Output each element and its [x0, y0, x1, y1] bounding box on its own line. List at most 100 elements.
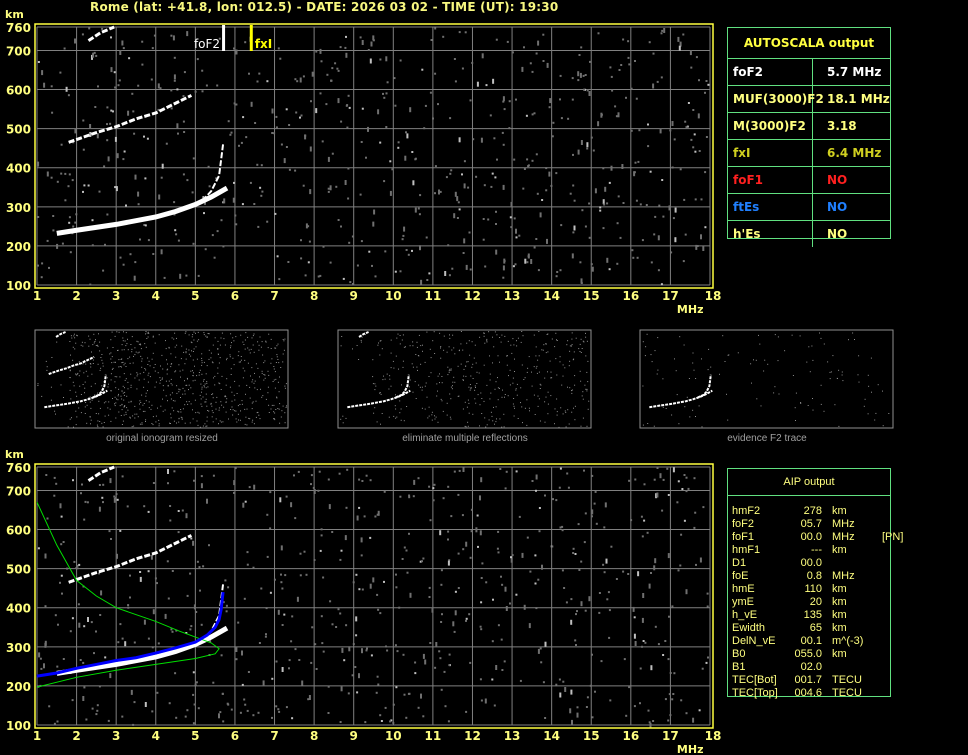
y-tick-label: 100 [6, 719, 31, 733]
noise-dot [659, 473, 662, 479]
noise-dot [416, 346, 418, 348]
noise-dot [571, 338, 573, 340]
noise-dot [85, 363, 87, 365]
noise-dot [230, 409, 232, 410]
noise-dot [500, 575, 502, 578]
noise-dot [633, 705, 636, 708]
noise-dot [453, 213, 456, 219]
noise-dot [275, 126, 278, 129]
noise-dot [236, 421, 238, 423]
noise-dot [145, 333, 146, 335]
noise-dot [170, 34, 173, 37]
noise-dot [591, 474, 594, 477]
noise-dot [90, 419, 92, 421]
noise-dot [573, 358, 575, 360]
aip-value: 004.6 [794, 687, 822, 699]
noise-dot [199, 589, 201, 592]
noise-dot [726, 393, 727, 395]
noise-dot [227, 120, 230, 123]
noise-dot [252, 714, 255, 717]
noise-dot [161, 377, 163, 379]
noise-dot [180, 397, 181, 398]
noise-dot [422, 350, 423, 352]
noise-dot [681, 488, 684, 490]
noise-dot [342, 415, 344, 417]
noise-dot [534, 554, 537, 557]
noise-dot [500, 638, 503, 641]
noise-dot [867, 413, 869, 415]
noise-dot [513, 415, 515, 417]
noise-dot [94, 383, 96, 385]
noise-dot [501, 583, 504, 586]
autoscala-output-panel: AUTOSCALA output foF2 5.7 MHz MUF(3000)F2 1… [727, 27, 891, 247]
noise-dot [284, 412, 286, 414]
noise-dot [600, 113, 603, 116]
noise-dot [182, 120, 185, 123]
noise-dot [383, 180, 386, 183]
aip-row: hmE 110 km [732, 583, 903, 596]
noise-dot [230, 708, 233, 711]
noise-dot [425, 382, 427, 384]
noise-dot [436, 383, 438, 385]
noise-dot [73, 333, 75, 335]
noise-dot [490, 185, 493, 188]
x-tick-label: 17 [662, 289, 679, 303]
noise-dot [141, 40, 144, 43]
noise-dot [339, 558, 342, 561]
noise-dot [311, 71, 314, 77]
noise-dot [107, 386, 109, 388]
noise-dot [276, 396, 278, 398]
noise-dot [137, 416, 139, 418]
noise-dot [657, 369, 659, 371]
noise-dot [308, 240, 311, 243]
noise-dot [483, 332, 485, 334]
noise-dot [86, 404, 88, 406]
noise-dot [395, 686, 398, 689]
noise-dot [180, 411, 182, 413]
noise-dot [64, 172, 67, 175]
noise-dot [478, 372, 480, 374]
noise-dot [582, 398, 584, 400]
noise-dot [133, 701, 136, 704]
noise-dot [462, 379, 464, 381]
noise-dot [122, 337, 124, 339]
noise-dot [426, 331, 428, 333]
noise-dot [493, 406, 494, 408]
noise-dot [526, 424, 528, 426]
noise-dot [531, 159, 534, 162]
noise-dot [171, 392, 173, 394]
noise-dot [118, 366, 120, 368]
noise-dot [234, 410, 236, 412]
noise-dot [74, 337, 76, 339]
noise-dot [465, 365, 466, 367]
noise-dot [484, 265, 487, 268]
noise-dot [682, 260, 685, 263]
noise-dot [78, 361, 80, 363]
y-tick-label: 700 [6, 484, 31, 498]
noise-dot [133, 275, 136, 281]
noise-dot [167, 384, 169, 386]
noise-dot [171, 384, 173, 386]
noise-dot [664, 640, 667, 642]
noise-dot [73, 335, 75, 337]
noise-dot [575, 644, 577, 646]
noise-dot [82, 190, 84, 193]
noise-dot [513, 217, 516, 220]
noise-dot [673, 138, 676, 141]
noise-dot [544, 401, 546, 403]
noise-dot [280, 581, 283, 584]
noise-dot [514, 371, 515, 372]
noise-dot [208, 349, 210, 351]
noise-dot [379, 354, 381, 356]
noise-dot [573, 225, 576, 231]
noise-dot [871, 391, 872, 393]
noise-dot [169, 519, 172, 522]
noise-dot [51, 357, 53, 358]
noise-dot [545, 352, 547, 354]
noise-dot [352, 348, 353, 350]
noise-dot [379, 714, 382, 717]
noise-dot [544, 717, 547, 719]
noise-dot [431, 419, 433, 421]
noise-dot [98, 413, 100, 415]
noise-dot [589, 684, 592, 687]
